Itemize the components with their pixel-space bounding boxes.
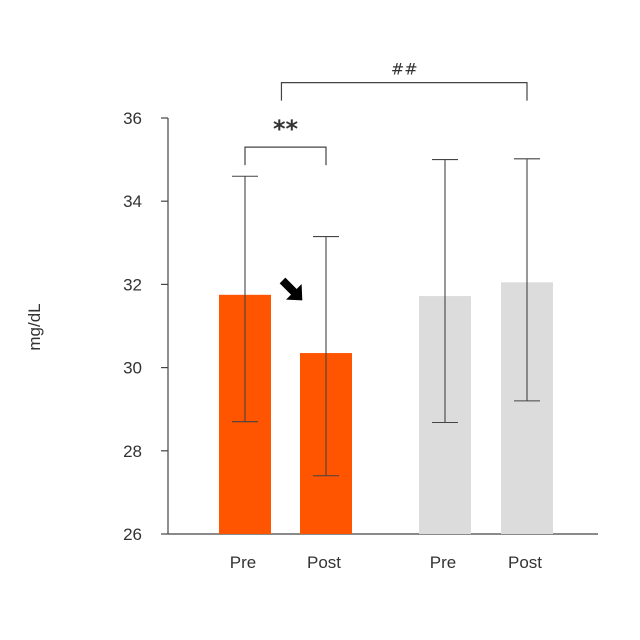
significance-bracket: [244, 146, 327, 166]
significance-label: ##: [391, 60, 418, 79]
y-tick-label: 30: [123, 359, 142, 378]
arrow-shape: [279, 277, 303, 301]
y-tick-label: 36: [123, 109, 142, 128]
y-tick-label: 34: [123, 192, 142, 211]
y-axis-title: mg/dL: [25, 303, 44, 350]
x-tick-label: Post: [307, 553, 341, 572]
y-tick-label: 28: [123, 442, 142, 461]
significance-label: **: [273, 115, 299, 143]
arrow-down-right-icon: [279, 277, 303, 301]
annotations: ** ##: [244, 60, 528, 301]
error-bars: [232, 158, 540, 477]
x-tick-label: Pre: [430, 553, 456, 572]
y-tick-label: 32: [123, 275, 142, 294]
significance-bracket: [280, 82, 528, 101]
x-tick-label: Post: [508, 553, 542, 572]
axes: 26 28 30 32 34 36 Pre Post Pre Post: [123, 109, 598, 572]
bars: [219, 282, 553, 534]
x-tick-label: Pre: [230, 553, 256, 572]
y-tick-label: 26: [123, 525, 142, 544]
